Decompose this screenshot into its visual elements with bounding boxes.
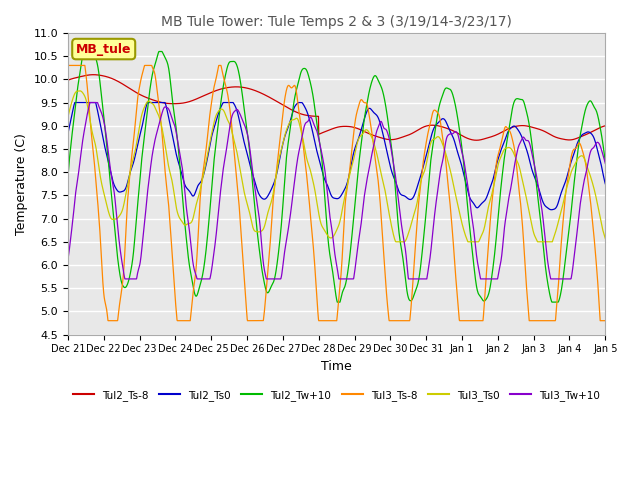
Tul3_Tw+10	[586, 150, 594, 156]
Tul2_Ts0	[602, 181, 609, 187]
Tul3_Tw+10	[326, 213, 333, 218]
Line: Tul3_Tw+10: Tul3_Tw+10	[68, 103, 605, 279]
Line: Tul3_Ts-8: Tul3_Ts-8	[68, 65, 605, 321]
Tul3_Ts-8	[104, 318, 112, 324]
Tul3_Tw+10	[312, 125, 319, 131]
Tul2_Ts0	[312, 142, 319, 147]
Line: Tul2_Ts-8: Tul2_Ts-8	[68, 75, 605, 140]
Tul3_Ts-8	[312, 274, 319, 279]
Tul2_Ts-8	[488, 134, 495, 140]
Tul2_Tw+10	[326, 249, 333, 255]
Tul3_Ts-8	[92, 176, 99, 181]
Tul3_Ts-8	[586, 196, 594, 202]
Tul2_Ts0	[548, 207, 556, 213]
Tul3_Ts0	[602, 236, 609, 241]
Tul2_Tw+10	[333, 299, 341, 305]
Tul2_Ts0	[586, 130, 594, 135]
Tul3_Ts0	[64, 114, 72, 120]
Tul2_Ts0	[71, 100, 79, 106]
Tul3_Ts-8	[602, 318, 609, 324]
Line: Tul2_Ts0: Tul2_Ts0	[68, 103, 605, 210]
Tul2_Ts-8	[586, 130, 594, 135]
Tul2_Ts0	[586, 130, 594, 136]
Tul2_Tw+10	[586, 98, 594, 104]
Tul2_Tw+10	[64, 175, 72, 180]
Tul3_Ts0	[76, 88, 84, 94]
Tul3_Ts-8	[64, 65, 72, 71]
Tul2_Ts-8	[64, 77, 72, 83]
Tul2_Ts0	[64, 131, 72, 137]
Tul2_Tw+10	[488, 275, 495, 281]
Tul2_Ts-8	[586, 130, 594, 135]
Tul3_Ts0	[326, 235, 333, 240]
Legend: Tul2_Ts-8, Tul2_Ts0, Tul2_Tw+10, Tul3_Ts-8, Tul3_Ts0, Tul3_Tw+10: Tul2_Ts-8, Tul2_Ts0, Tul2_Tw+10, Tul3_Ts…	[69, 385, 604, 405]
Tul2_Ts-8	[92, 72, 99, 78]
Tul3_Ts0	[488, 192, 495, 198]
Tul2_Ts0	[92, 100, 99, 106]
Tul3_Ts0	[312, 189, 319, 195]
Tul3_Tw+10	[92, 100, 99, 106]
Tul2_Ts0	[488, 182, 495, 188]
Tul2_Ts-8	[90, 72, 97, 78]
Text: MB_tule: MB_tule	[76, 43, 131, 56]
Y-axis label: Temperature (C): Temperature (C)	[15, 133, 28, 235]
Tul2_Ts-8	[473, 137, 481, 143]
Tul3_Ts0	[586, 173, 594, 179]
Tul3_Ts-8	[586, 194, 594, 200]
Line: Tul2_Tw+10: Tul2_Tw+10	[68, 51, 605, 302]
Tul3_Tw+10	[586, 151, 594, 156]
Tul3_Tw+10	[488, 276, 495, 282]
Tul3_Ts-8	[326, 318, 333, 324]
Tul3_Tw+10	[602, 160, 609, 166]
Tul2_Ts0	[326, 188, 333, 194]
Tul2_Ts-8	[326, 127, 333, 133]
Tul3_Ts0	[392, 239, 400, 245]
Tul3_Ts-8	[488, 203, 495, 209]
Title: MB Tule Tower: Tule Temps 2 & 3 (3/19/14-3/23/17): MB Tule Tower: Tule Temps 2 & 3 (3/19/14…	[161, 15, 512, 29]
Tul3_Tw+10	[121, 276, 129, 282]
Tul2_Ts-8	[312, 113, 319, 119]
Line: Tul3_Ts0: Tul3_Ts0	[68, 91, 605, 242]
Tul2_Tw+10	[586, 98, 594, 104]
Tul2_Tw+10	[602, 158, 609, 164]
X-axis label: Time: Time	[321, 360, 352, 373]
Tul3_Ts0	[586, 172, 594, 178]
Tul2_Tw+10	[79, 48, 87, 54]
Tul2_Tw+10	[92, 55, 99, 60]
Tul2_Ts-8	[602, 123, 609, 129]
Tul3_Tw+10	[86, 100, 94, 106]
Tul3_Tw+10	[64, 257, 72, 263]
Tul3_Ts0	[92, 143, 99, 148]
Tul2_Tw+10	[312, 108, 319, 114]
Tul3_Ts-8	[65, 62, 72, 68]
